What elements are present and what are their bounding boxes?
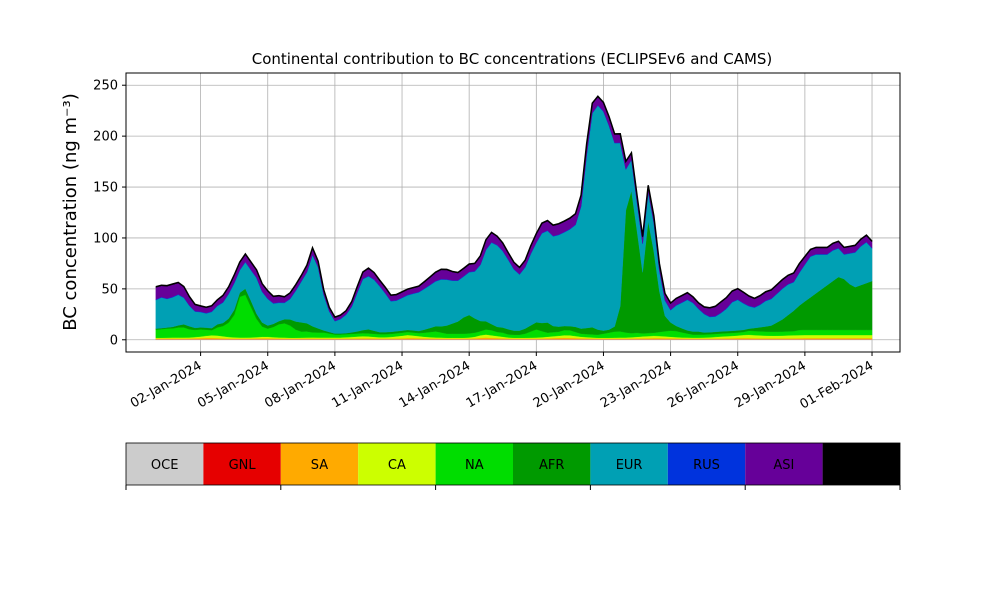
legend-swatch-eur: [590, 443, 668, 485]
chart-title: Continental contribution to BC concentra…: [252, 50, 773, 68]
y-axis: 0 50 100 150 200 250: [93, 79, 126, 348]
y-tick-label: 100: [93, 231, 118, 246]
legend-swatch-oce: [126, 443, 204, 485]
legend-swatch-asi: [745, 443, 823, 485]
legend-label: NA: [465, 458, 484, 473]
legend-label: SA: [311, 458, 328, 473]
legend-label: CA: [388, 458, 406, 473]
y-tick-label: 200: [93, 130, 118, 145]
legend-swatch-afr: [513, 443, 591, 485]
legend-swatch-sa: [280, 443, 359, 485]
total-outline: [155, 95, 873, 318]
stacked-areas: [155, 95, 873, 340]
y-tick-label: 0: [110, 333, 118, 348]
legend: OCE GNL SA CA NA AFR EUR RUS ASI AUS: [125, 442, 901, 490]
plot-frame: [125, 72, 901, 353]
legend-border: [125, 442, 901, 486]
legend-swatch-gnl: [203, 443, 281, 485]
legend-swatch-ca: [358, 443, 436, 485]
legend-label: OCE: [151, 458, 179, 473]
legend-label: RUS: [693, 458, 720, 473]
plot-border: [125, 72, 901, 353]
legend-label: AUS: [848, 458, 875, 473]
legend-swatch-aus: [822, 443, 900, 485]
legend-label: AFR: [539, 458, 564, 473]
legend-label: GNL: [229, 458, 257, 473]
y-tick-label: 150: [93, 181, 118, 196]
legend-swatch-rus: [667, 443, 746, 485]
y-tick-label: 50: [101, 282, 118, 297]
y-tick-label: 250: [93, 79, 118, 94]
legend-label: EUR: [616, 458, 643, 473]
legend-label: ASI: [773, 458, 794, 473]
legend-swatch-na: [435, 443, 513, 485]
y-axis-label: BC concentration (ng m⁻³): [60, 93, 81, 331]
